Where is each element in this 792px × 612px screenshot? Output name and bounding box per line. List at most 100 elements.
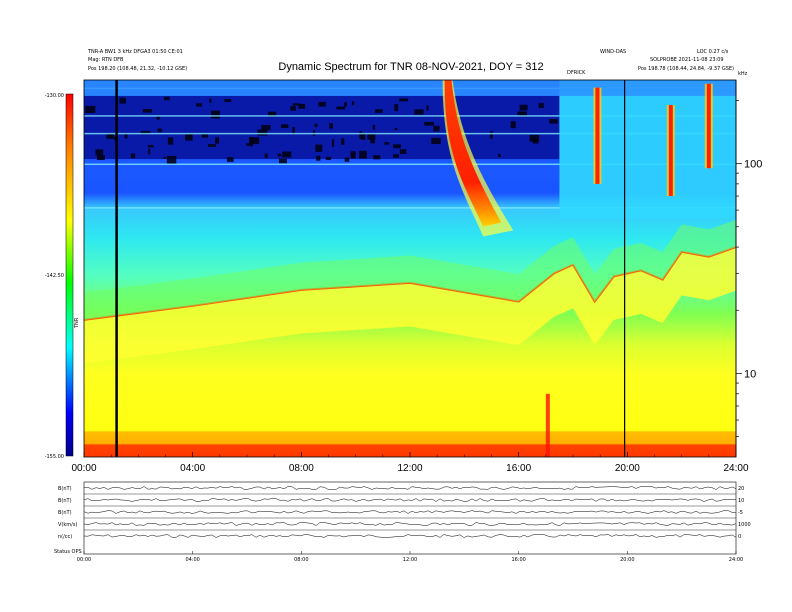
dark-speckle (166, 155, 177, 164)
dark-speckle (529, 134, 540, 142)
header-right-line3: Pos 198.78 (108.44, 24.84, -9.37 GSE) (638, 66, 734, 72)
dark-speckle (329, 123, 334, 129)
dark-speckle (341, 138, 345, 145)
dark-speckle (215, 137, 219, 144)
short-burst (595, 87, 600, 184)
x-tick-label: 12:00 (397, 463, 422, 474)
row-trace (83, 534, 737, 538)
dark-speckle (370, 138, 375, 144)
dark-speckle (147, 144, 154, 148)
dark-speckle (361, 133, 366, 140)
dark-speckle (201, 133, 208, 138)
dark-speckle (394, 104, 399, 112)
dark-speckle (157, 128, 163, 133)
row-right-label: 0 (738, 534, 741, 540)
row-trace (83, 522, 737, 526)
dark-speckle (359, 150, 367, 159)
dark-speckle (277, 153, 282, 157)
footer-status: Status OPS (54, 549, 82, 555)
x-tick-label: 04:00 (180, 463, 205, 474)
y-tick-label: 10 (744, 368, 756, 380)
dark-speckle (426, 105, 429, 111)
horizontal-stripe (84, 163, 736, 166)
bottom-tick-label: 20:00 (620, 557, 634, 563)
horizontal-stripe (84, 115, 736, 117)
row-right-label: 20 (738, 486, 744, 492)
header-left-line3: Pos 198.20 (108.48, 21.32, -10.12 GSE) (88, 66, 187, 72)
header-right-line1: LOC 0.27 c/s (697, 49, 729, 55)
dark-speckle (318, 101, 326, 107)
dark-speckle (344, 102, 347, 107)
dark-speckle (140, 131, 151, 135)
dark-speckle (292, 127, 295, 135)
burst-halo (442, 80, 514, 237)
axis-unit: kHz (738, 71, 748, 77)
dark-speckle (372, 124, 376, 130)
bottom-tick-label: 12:00 (403, 557, 417, 563)
dark-speckle (519, 104, 528, 111)
colorbar-label: TNR (74, 317, 80, 329)
dark-speckle (95, 149, 104, 156)
header-right-line2: SOLPROBE 2021-11-08 23:09 (650, 57, 724, 63)
dark-speckle (245, 143, 250, 146)
bottom-tick-label: 04:00 (185, 557, 199, 563)
dark-speckle (156, 116, 160, 120)
dark-speckle (336, 106, 346, 110)
x-tick-label: 16:00 (506, 463, 531, 474)
row-right-label: -5 (738, 510, 743, 516)
dark-speckle (510, 121, 516, 129)
row-label: B(nT) (58, 510, 72, 516)
row-right-label: 1000 (738, 522, 751, 528)
dark-speckle (414, 109, 424, 115)
dark-speckle (267, 111, 277, 117)
green-transition (84, 219, 736, 320)
row-label: B(nT) (58, 498, 72, 504)
frequency-axis: 10 100 (735, 80, 762, 457)
dark-speckle (332, 139, 335, 147)
main-burst (444, 80, 502, 227)
dark-speckle (185, 134, 193, 141)
dark-speckle (359, 131, 363, 140)
dark-speckle (316, 155, 321, 161)
dark-speckle (298, 103, 306, 109)
dark-speckle (375, 109, 383, 113)
dark-speckle (164, 96, 170, 101)
dark-speckle (282, 151, 292, 158)
dark-speckle (226, 157, 234, 162)
dark-speckle (124, 133, 128, 139)
dark-speckle (148, 148, 151, 155)
row-trace (83, 510, 737, 514)
dark-speckle (96, 155, 105, 160)
row-label: V(km/s) (58, 522, 77, 528)
dark-speckle (188, 134, 192, 138)
colorbar (65, 93, 74, 457)
dark-speckle (261, 124, 271, 131)
colorbar-tick-mid: -142.50 (45, 273, 64, 279)
x-tick-label: 20:00 (615, 463, 640, 474)
low-spike (545, 393, 550, 457)
dark-speckle (431, 137, 441, 145)
colorbar-tick-top: -130.00 (45, 93, 64, 99)
x-tick-label: 08:00 (289, 463, 314, 474)
dark-speckle (314, 123, 318, 128)
x-tick-label: 00:00 (71, 463, 96, 474)
dark-speckle (278, 158, 287, 164)
top-band (84, 80, 736, 96)
header-left-line2: Mag: RTN DFB (88, 57, 124, 63)
x-tick-label: 24:00 (723, 463, 748, 474)
dark-speckle (373, 155, 381, 160)
header-left-line1: TNR-A BW1 3 kHz DFGA3 01:50 CE:01 (87, 49, 183, 55)
dark-speckle (351, 101, 355, 106)
y-tick-label: 100 (744, 159, 762, 171)
dark-speckle (490, 131, 493, 139)
short-burst (668, 105, 673, 197)
dark-speckle (549, 118, 558, 124)
bottom-tick-label: 00:00 (77, 557, 91, 563)
horizontal-stripe (84, 207, 736, 209)
dark-speckle (208, 144, 217, 147)
dark-speckle (399, 149, 407, 155)
row-label: B(nT) (58, 486, 72, 492)
chart-title: Dynamic Spectrum for TNR 08-NOV-2021, DO… (278, 61, 543, 73)
